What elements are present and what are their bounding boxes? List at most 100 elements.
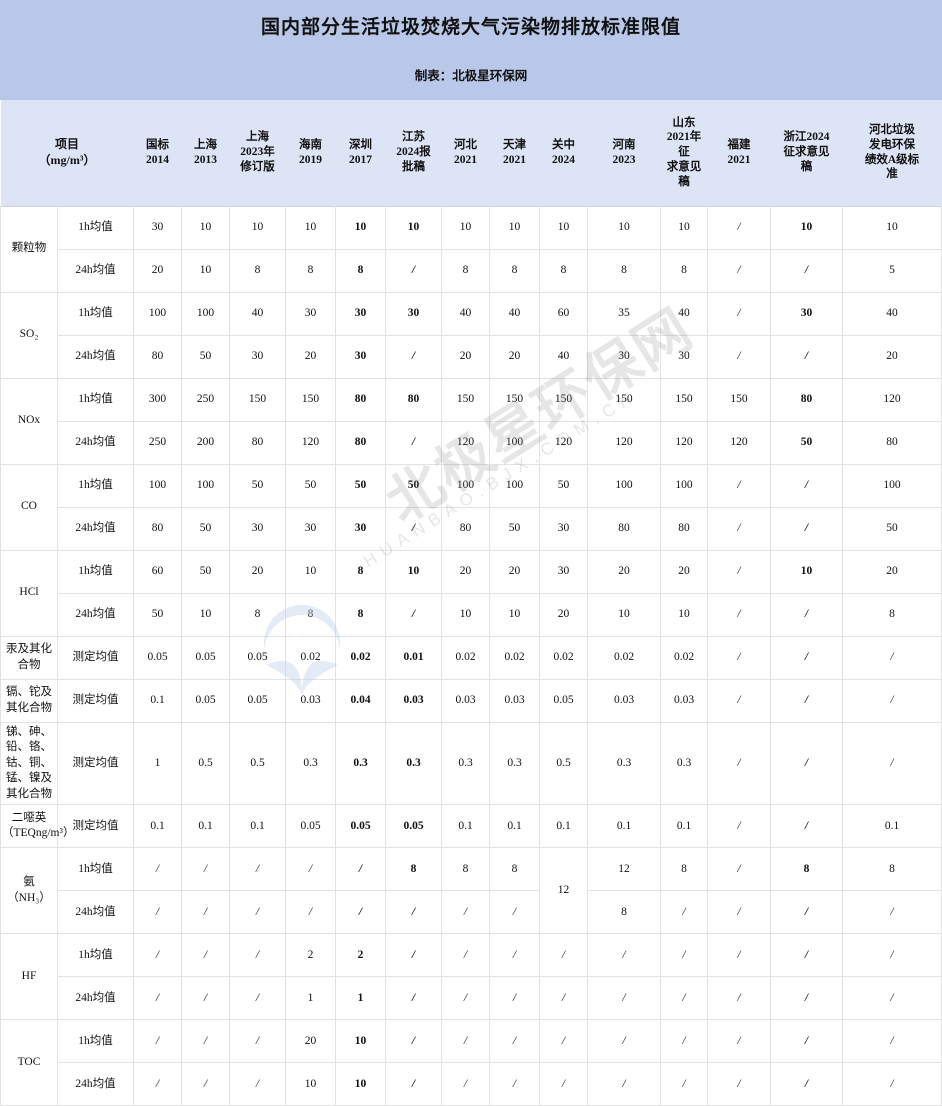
cell-gz2024: 30: [540, 550, 588, 593]
cell-hb_a: 20: [843, 335, 942, 378]
cell-hb_a: /: [843, 891, 942, 934]
cell-sz2017: 30: [336, 507, 386, 550]
cell-sh2023: 8: [230, 249, 286, 292]
row-metric-label: 24h均值: [58, 249, 134, 292]
cell-fj2021: /: [708, 292, 771, 335]
cell-hn2019: 2: [286, 934, 336, 977]
row-metric-label: 24h均值: [58, 977, 134, 1020]
cell-gb2014: /: [134, 848, 182, 891]
cell-hen2023: 35: [588, 292, 661, 335]
cell-sh2013: 250: [182, 378, 230, 421]
cell-tj2021: /: [490, 977, 540, 1020]
cell-sd2021: 40: [661, 292, 708, 335]
row-metric-label: 1h均值: [58, 378, 134, 421]
cell-tj2021: 0.1: [490, 805, 540, 848]
row-group-label: HCl: [1, 550, 58, 636]
cell-gb2014: 80: [134, 507, 182, 550]
cell-zj2024: /: [771, 805, 843, 848]
cell-zj2024: 10: [771, 206, 843, 249]
cell-sz2017: 1: [336, 977, 386, 1020]
cell-heb2021: /: [442, 1063, 490, 1106]
cell-zj2024: 50: [771, 421, 843, 464]
cell-heb2021: 10: [442, 593, 490, 636]
cell-hn2019: 0.05: [286, 805, 336, 848]
cell-tj2021: /: [490, 934, 540, 977]
cell-sh2013: 100: [182, 464, 230, 507]
cell-hb_a: /: [843, 1063, 942, 1106]
cell-zj2024: /: [771, 335, 843, 378]
cell-sh2013: /: [182, 891, 230, 934]
row-metric-label: 24h均值: [58, 891, 134, 934]
cell-hn2019: 20: [286, 1020, 336, 1063]
cell-sd2021: 100: [661, 464, 708, 507]
title-credit: 制表：北极星环保网: [0, 65, 942, 84]
cell-hb_a: 8: [843, 848, 942, 891]
cell-sd2021: 0.02: [661, 636, 708, 679]
cell-sh2013: 50: [182, 507, 230, 550]
row-group-label: TOC: [1, 1020, 58, 1106]
cell-js2024: /: [386, 507, 442, 550]
cell-hn2019: 1: [286, 977, 336, 1020]
row-group-label: CO: [1, 464, 58, 550]
cell-sd2021: 8: [661, 848, 708, 891]
cell-sz2017: 8: [336, 550, 386, 593]
cell-sh2023: 0.05: [230, 636, 286, 679]
cell-sz2017: 50: [336, 464, 386, 507]
cell-gz2024: 120: [540, 421, 588, 464]
cell-js2024: 0.03: [386, 679, 442, 722]
cell-heb2021: /: [442, 977, 490, 1020]
cell-js2024: 0.3: [386, 722, 442, 805]
row-group-label: 二噁英（TEQng/m³）: [1, 805, 58, 848]
cell-gb2014: 0.1: [134, 679, 182, 722]
cell-zj2024: /: [771, 1063, 843, 1106]
cell-heb2021: 8: [442, 848, 490, 891]
cell-gz2024: 60: [540, 292, 588, 335]
cell-hen2023: 8: [588, 249, 661, 292]
cell-tj2021: 20: [490, 550, 540, 593]
cell-sd2021: /: [661, 1020, 708, 1063]
row-metric-label: 24h均值: [58, 1063, 134, 1106]
cell-js2024: /: [386, 249, 442, 292]
cell-heb2021: 0.1: [442, 805, 490, 848]
cell-tj2021: 0.02: [490, 636, 540, 679]
row-metric-label: 1h均值: [58, 1020, 134, 1063]
table-row: 24h均值////////8////: [1, 891, 942, 934]
cell-heb2021: /: [442, 891, 490, 934]
cell-sd2021: 0.3: [661, 722, 708, 805]
cell-heb2021: 0.3: [442, 722, 490, 805]
cell-sh2023: 30: [230, 335, 286, 378]
cell-js2024: 30: [386, 292, 442, 335]
cell-heb2021: 8: [442, 249, 490, 292]
cell-js2024: /: [386, 593, 442, 636]
cell-tj2021: 10: [490, 593, 540, 636]
cell-gz2024: /: [540, 1063, 588, 1106]
cell-js2024: 8: [386, 848, 442, 891]
cell-sd2021: 10: [661, 206, 708, 249]
row-group-label: NOx: [1, 378, 58, 464]
cell-fj2021: /: [708, 891, 771, 934]
cell-sh2023: /: [230, 977, 286, 1020]
cell-hb_a: /: [843, 977, 942, 1020]
cell-hb_a: /: [843, 722, 942, 805]
cell-tj2021: 8: [490, 249, 540, 292]
cell-hn2019: 8: [286, 249, 336, 292]
cell-hb_a: 50: [843, 507, 942, 550]
cell-gb2014: 80: [134, 335, 182, 378]
cell-fj2021: /: [708, 249, 771, 292]
cell-zj2024: /: [771, 934, 843, 977]
cell-hen2023: /: [588, 977, 661, 1020]
